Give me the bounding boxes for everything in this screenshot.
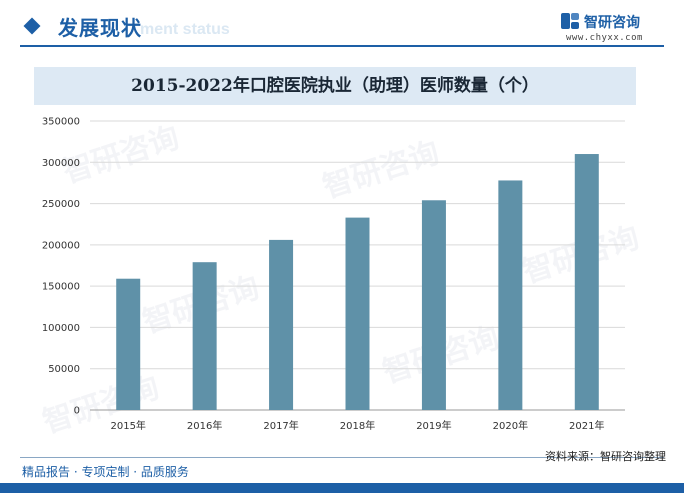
source-note: 资料来源：智研咨询整理 <box>545 450 666 463</box>
bar <box>421 200 446 410</box>
y-tick-label: 150000 <box>42 282 80 293</box>
brand-logo-icon <box>561 13 579 29</box>
y-tick-label: 300000 <box>42 158 80 169</box>
x-tick-label: 2021年 <box>569 419 604 432</box>
brand-url: www.chyxx.com <box>566 33 643 43</box>
bar <box>574 154 599 410</box>
bar <box>498 180 523 410</box>
bar <box>192 262 217 410</box>
y-tick-label: 200000 <box>42 240 80 251</box>
y-tick-label: 0 <box>74 406 80 417</box>
y-tick-label: 50000 <box>48 364 80 375</box>
x-tick-label: 2015年 <box>110 419 145 432</box>
header-ghost-text: ment status <box>140 21 230 38</box>
brand-block: 智研咨询 www.chyxx.com <box>560 10 670 44</box>
chart-title-band: 2015-2022年口腔医院执业（助理）医师数量（个） <box>34 67 636 105</box>
bar <box>116 278 141 410</box>
x-tick-label: 2016年 <box>187 419 222 432</box>
x-tick-label: 2020年 <box>493 419 528 432</box>
y-tick-label: 350000 <box>42 117 80 128</box>
brand-name: 智研咨询 <box>584 15 640 31</box>
header-divider <box>20 45 664 47</box>
x-tick-label: 2018年 <box>340 419 375 432</box>
x-tick-label: 2019年 <box>416 419 451 432</box>
bar-chart: 0 50000 100000 150000 200000 250000 300000 3500… <box>42 117 625 432</box>
diamond-icon <box>23 17 41 35</box>
section-header: ment status 发展现状 <box>0 0 684 48</box>
footer-bar <box>0 483 684 493</box>
footer-divider <box>20 457 664 458</box>
y-tick-label: 250000 <box>42 199 80 210</box>
footer-slogan: 精品报告 · 专项定制 · 品质服务 <box>22 465 189 479</box>
chart-title: 2015-2022年口腔医院执业（助理）医师数量（个） <box>131 76 539 96</box>
bar <box>269 239 294 410</box>
bar <box>345 217 370 410</box>
section-title: 发展现状 <box>58 16 142 40</box>
x-tick-label: 2017年 <box>263 419 298 432</box>
y-tick-label: 100000 <box>42 323 80 334</box>
